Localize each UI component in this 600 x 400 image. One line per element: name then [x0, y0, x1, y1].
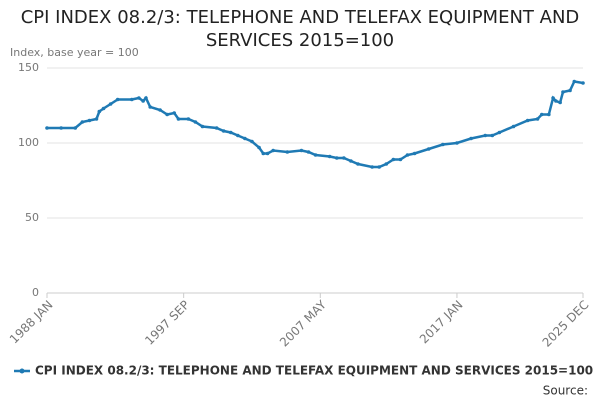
point	[511, 124, 516, 129]
legend-marker	[19, 368, 25, 374]
y-tick-label: 100	[18, 136, 39, 149]
point	[327, 154, 332, 159]
point	[214, 126, 219, 130]
point	[334, 156, 339, 160]
chart-title: CPI INDEX 08.2/3: TELEPHONE AND TELEFAX …	[20, 7, 580, 51]
point	[391, 157, 396, 162]
point	[243, 136, 247, 141]
point	[115, 97, 120, 102]
point	[469, 136, 473, 141]
point	[221, 129, 226, 133]
point	[581, 81, 585, 85]
point	[349, 159, 353, 163]
point	[535, 117, 540, 121]
x-tick-label: 2017 JAN	[417, 298, 466, 347]
point	[455, 141, 459, 145]
point	[497, 130, 502, 135]
subtitle: Index, base year = 100	[10, 46, 139, 59]
point	[137, 96, 141, 100]
point	[342, 156, 346, 160]
point	[45, 126, 49, 130]
point	[441, 142, 445, 147]
point	[313, 153, 318, 157]
point	[200, 124, 205, 129]
point	[405, 153, 410, 157]
point	[572, 79, 577, 84]
point	[158, 108, 162, 112]
point	[228, 130, 233, 135]
point	[299, 148, 304, 153]
point	[568, 88, 572, 93]
point	[547, 112, 551, 117]
point	[412, 151, 417, 156]
x-tick-label: 2007 MAY	[277, 297, 329, 349]
point	[59, 126, 63, 130]
point	[73, 126, 78, 130]
point	[377, 165, 381, 169]
source: Source:	[543, 384, 588, 398]
y-tick-label: 150	[18, 61, 39, 74]
x-tick-label: 2025 DEC	[540, 298, 592, 350]
point	[558, 100, 562, 105]
point	[148, 105, 152, 109]
point	[172, 111, 177, 115]
point	[80, 120, 85, 124]
point	[97, 109, 102, 114]
point	[236, 133, 240, 138]
point	[285, 150, 290, 154]
point	[130, 97, 134, 102]
x-tick-label: 1997 SEP	[142, 298, 192, 348]
point	[551, 96, 555, 100]
point	[186, 117, 191, 121]
point	[144, 96, 148, 100]
point	[94, 117, 99, 121]
legend-label: CPI INDEX 08.2/3: TELEPHONE AND TELEFAX …	[35, 364, 593, 378]
point	[356, 162, 360, 166]
point	[257, 145, 261, 150]
point	[525, 118, 530, 123]
point	[108, 102, 113, 106]
point	[561, 90, 565, 94]
point	[265, 151, 270, 156]
point	[490, 133, 495, 138]
point	[554, 99, 558, 103]
point	[426, 147, 431, 151]
point	[306, 150, 311, 154]
point	[384, 162, 389, 166]
y-tick-label: 0	[32, 286, 39, 299]
y-tick-label: 50	[25, 211, 39, 224]
point	[483, 133, 488, 138]
point	[165, 112, 169, 117]
point	[193, 120, 198, 124]
point	[370, 165, 374, 169]
point	[250, 139, 254, 144]
point	[261, 151, 266, 156]
point	[101, 106, 106, 111]
point	[539, 112, 544, 117]
point	[271, 148, 275, 153]
x-tick-label: 1988 JAN	[7, 298, 56, 347]
point	[87, 118, 92, 123]
point	[398, 157, 403, 162]
point	[176, 117, 181, 121]
point	[141, 99, 145, 103]
